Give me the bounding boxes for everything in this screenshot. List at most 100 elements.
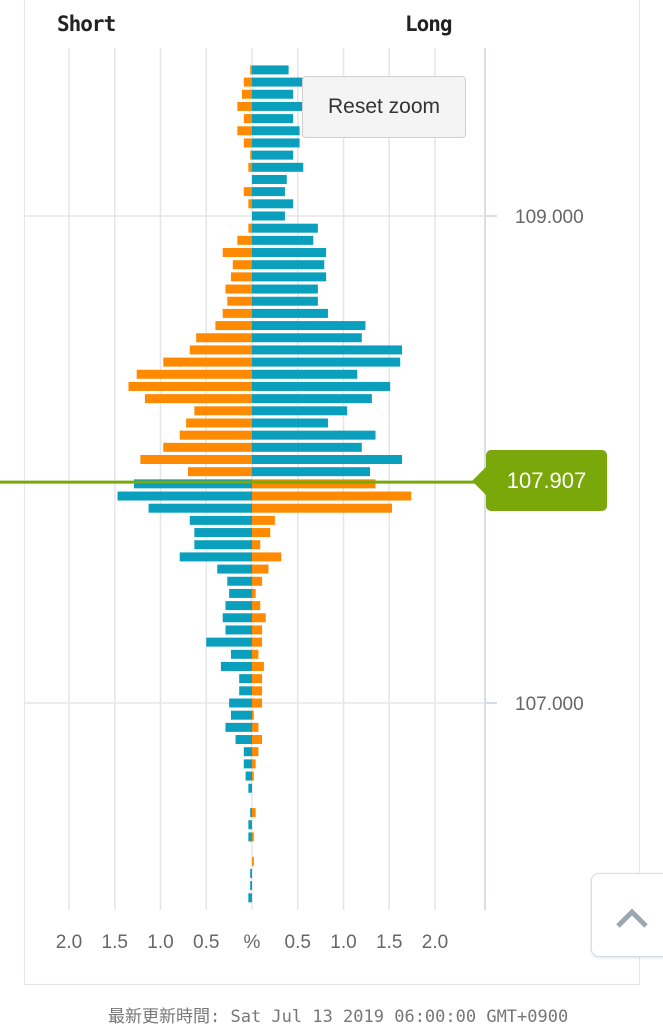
short-bar (250, 150, 252, 160)
chevron-up-icon (616, 908, 648, 928)
short-bar (225, 601, 252, 611)
short-bar (136, 369, 252, 379)
short-bar (222, 613, 252, 623)
long-bar (252, 357, 401, 367)
short-bar (239, 686, 252, 696)
short-bar (189, 515, 252, 525)
short-bar (248, 199, 252, 209)
reset-zoom-button[interactable]: Reset zoom (302, 76, 466, 138)
long-bar (252, 528, 271, 538)
long-bar (252, 491, 412, 501)
short-bar (194, 540, 252, 550)
long-bar (252, 637, 263, 647)
short-bar (243, 138, 252, 148)
long-bar (252, 235, 314, 245)
long-bar (252, 564, 269, 574)
chart-card (24, 0, 640, 985)
long-bar (252, 199, 294, 209)
long-bar (252, 187, 285, 197)
long-bar (252, 394, 372, 404)
current-price-label: 107.907 (472, 450, 607, 511)
short-bar (248, 893, 252, 903)
short-bar (179, 552, 252, 562)
long-bar (252, 223, 318, 233)
short-bar (248, 832, 252, 842)
long-bar (252, 114, 294, 124)
last-updated: 最新更新時間: Sat Jul 13 2019 06:00:00 GMT+090… (108, 1007, 569, 1027)
short-bar (243, 114, 252, 124)
short-bar (250, 808, 252, 818)
long-bar (252, 576, 263, 586)
long-bar (252, 661, 264, 671)
long-bar (252, 162, 304, 172)
long-bar (252, 808, 256, 818)
x-tick-label: 2.0 (56, 932, 82, 953)
short-bar (140, 455, 252, 464)
short-bar (237, 126, 252, 136)
long-bar (252, 455, 403, 464)
short-bar (163, 442, 252, 452)
long-bar (252, 649, 259, 659)
long-bar (252, 686, 263, 696)
short-bar (232, 260, 252, 270)
short-bar (250, 868, 252, 878)
short-bar (215, 321, 252, 331)
scroll-top-button[interactable] (591, 873, 663, 957)
short-bar (117, 491, 253, 501)
long-bar (252, 588, 256, 598)
long-bar (252, 418, 328, 428)
long-bar (252, 260, 325, 270)
short-bar (227, 296, 252, 306)
short-bar (144, 394, 252, 404)
x-tick-label: 1.0 (147, 932, 173, 953)
short-bar (248, 820, 252, 830)
long-bar (252, 101, 303, 111)
short-bar (243, 187, 252, 197)
long-bar (252, 296, 318, 306)
short-bar (230, 272, 252, 282)
short-bar (220, 661, 252, 671)
short-bar (245, 771, 252, 781)
long-bar (252, 552, 282, 562)
long-bar (252, 722, 259, 732)
y-tick-label: 109.000 (515, 207, 584, 228)
short-bar (163, 357, 252, 367)
short-bar (194, 406, 252, 416)
short-bar (235, 735, 252, 745)
short-bar (227, 576, 252, 586)
long-bar (252, 735, 263, 745)
short-header: Short (57, 12, 116, 36)
long-bar (252, 126, 300, 136)
short-bar (248, 162, 252, 172)
short-bar (217, 564, 252, 574)
short-bar (179, 430, 252, 440)
short-bar (148, 503, 252, 513)
short-bar (250, 65, 252, 75)
x-tick-label: 1.0 (330, 932, 356, 953)
long-bar (252, 430, 376, 440)
x-tick-label: 0.5 (285, 932, 311, 953)
long-bar (252, 698, 263, 708)
short-bar (243, 77, 252, 87)
long-bar (252, 710, 254, 720)
short-bar (225, 722, 252, 732)
long-bar (252, 759, 256, 769)
x-tick-label: 0.5 (193, 932, 219, 953)
long-bar (252, 467, 371, 477)
long-bar (252, 308, 328, 318)
long-bar (252, 832, 254, 842)
long-bar (252, 442, 362, 452)
short-bar (229, 698, 252, 708)
short-bar (186, 418, 252, 428)
long-header: Long (405, 12, 453, 36)
x-tick-label: % (244, 932, 261, 953)
short-bar (133, 479, 252, 489)
long-bar (252, 381, 391, 391)
x-tick-label: 2.0 (422, 932, 448, 953)
long-bar (252, 138, 300, 148)
long-bar (252, 89, 294, 99)
short-bar (241, 89, 252, 99)
short-bar (189, 345, 252, 355)
long-bar (252, 345, 403, 355)
